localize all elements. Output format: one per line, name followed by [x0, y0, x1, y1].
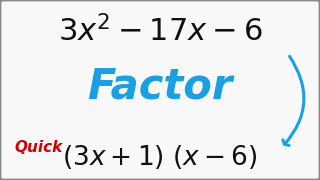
Text: $3x^{2} - 17x - 6$: $3x^{2} - 17x - 6$ — [58, 16, 262, 49]
Text: Quick: Quick — [14, 140, 62, 155]
Text: $(3x+1)\ (x-6)$: $(3x+1)\ (x-6)$ — [62, 143, 258, 171]
Text: Factor: Factor — [87, 65, 233, 107]
